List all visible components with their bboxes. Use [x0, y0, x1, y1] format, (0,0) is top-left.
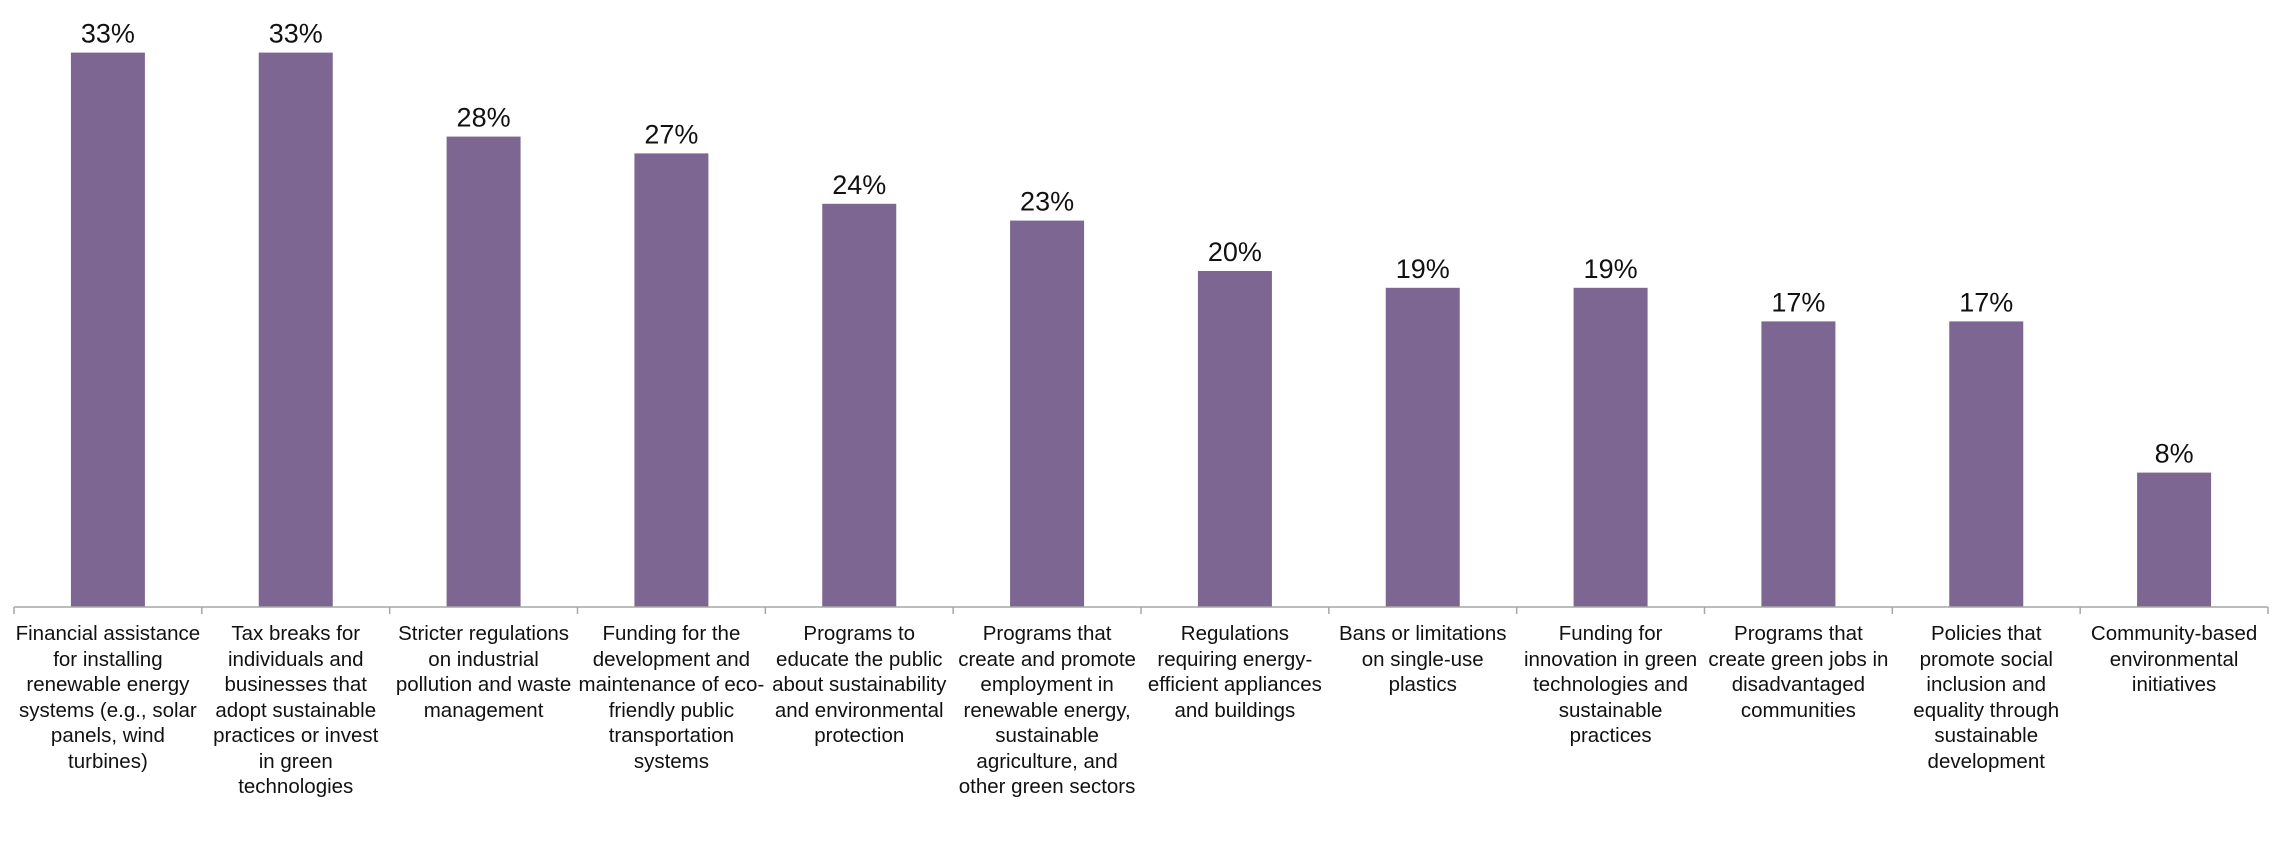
category-label: Stricter regulations on industrial pollu… — [395, 622, 572, 722]
data-label: 17% — [1959, 287, 2013, 317]
category-label: Programs to educate the public about sus… — [772, 622, 947, 747]
bar — [258, 52, 333, 608]
data-label: 33% — [81, 19, 135, 49]
data-label: 19% — [1584, 254, 1638, 284]
bar — [446, 136, 521, 607]
bar — [822, 203, 897, 608]
category-label: Programs that create and promote employm… — [958, 622, 1136, 798]
category-label: Bans or limitations on single-use plasti… — [1339, 622, 1507, 696]
category-label: Regulations requiring energy-efficient a… — [1147, 622, 1322, 722]
x-axis-ticks — [13, 607, 2269, 614]
data-label: 8% — [2155, 439, 2194, 469]
data-label: 24% — [832, 170, 886, 200]
category-label: Funding for innovation in green technolo… — [1523, 622, 1698, 747]
bar — [634, 153, 709, 607]
bar — [1010, 220, 1085, 607]
data-label: 27% — [644, 119, 698, 149]
data-label: 33% — [269, 19, 323, 49]
category-label: Policies that promote social inclusion a… — [1913, 622, 2060, 773]
category-label: Funding for the development and maintena… — [578, 622, 765, 773]
data-label: 17% — [1771, 287, 1825, 317]
bar — [70, 52, 145, 608]
bar — [1385, 287, 1460, 607]
bar — [1949, 321, 2024, 607]
data-labels-group: 33% 33% 28% 27% 24% 23% 20% 19% 19% 17% 17% 8% — [81, 19, 2194, 469]
data-label: 20% — [1208, 237, 1262, 267]
category-label: Community-based environmental initiative… — [2090, 622, 2258, 696]
data-label: 19% — [1396, 254, 1450, 284]
bars-group — [70, 52, 2212, 608]
category-label: Programs that create green jobs in disad… — [1708, 622, 1889, 722]
bar — [1197, 271, 1272, 607]
data-label: 28% — [457, 103, 511, 133]
data-label: 23% — [1020, 187, 1074, 217]
bar — [1573, 287, 1648, 607]
category-label: Financial assistance for installing rene… — [15, 622, 201, 773]
bar — [2137, 472, 2212, 607]
bar — [1761, 321, 1836, 607]
category-label: Tax breaks for individuals and businesse… — [213, 622, 379, 798]
